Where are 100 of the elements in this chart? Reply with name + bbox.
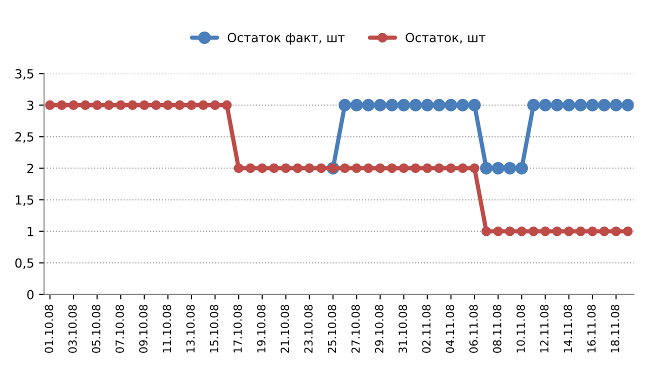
point [574,98,587,112]
point [257,163,268,174]
point [515,162,528,174]
point [504,162,516,174]
point [432,98,446,112]
point [316,163,326,174]
point [562,98,576,112]
point [210,100,220,110]
point [588,226,598,236]
point [68,100,78,110]
point [516,226,527,236]
x-tick-label: 21.10.08 [280,304,290,353]
point [434,163,444,174]
point [409,98,422,112]
x-tick-label: 17.10.08 [233,304,242,352]
point [45,100,55,110]
point [586,98,599,112]
point [116,100,126,110]
y-tick-label: 3,5 [15,69,34,80]
y-tick-label: 1 [28,226,34,236]
y-tick-label: 2,5 [15,132,34,143]
point [468,98,481,112]
point [128,100,138,110]
point [387,163,397,174]
point [456,98,469,112]
point [598,98,611,112]
point [576,226,586,236]
x-tick-label: 05.10.08 [92,304,100,353]
point [280,163,291,174]
x-tick-label: 14.11.08 [564,304,572,352]
point [398,163,409,174]
point [564,226,574,236]
point [421,98,434,112]
point [362,98,375,112]
x-tick-label: 03.10.08 [68,304,77,353]
point [505,226,515,236]
point [56,100,67,110]
point [246,163,256,174]
point [539,98,552,112]
x-tick-label: 10.11.08 [516,304,525,352]
x-tick-label: 12.11.08 [540,304,549,352]
y-tick-label: 1,5 [16,195,34,206]
point [340,163,350,174]
y-tick-label: 0 [27,290,34,300]
point [552,226,562,236]
x-tick-label: 13.10.08 [186,304,195,352]
y-tick-label: 0,5 [15,258,34,270]
point [410,163,420,174]
point [139,100,150,110]
x-tick-label: 11.10.08 [162,304,172,352]
point [375,163,386,174]
legend-label: Остаток, шт [406,32,486,44]
x-tick-label: 01.10.08 [44,304,54,353]
point [174,100,185,110]
point [163,100,173,110]
point [80,100,90,110]
point [481,226,492,236]
point [186,100,196,110]
x-tick-label: 08.11.08 [492,304,502,353]
point [611,226,621,236]
point [269,163,279,174]
point [422,163,432,174]
point [528,226,538,236]
point [151,100,161,110]
x-tick-label: 29.10.08 [375,304,384,353]
point [458,163,468,174]
point [364,163,374,174]
point [480,162,493,174]
point [352,163,362,174]
x-tick-label: 06.11.08 [469,304,478,353]
x-tick-label: 31.10.08 [398,304,407,353]
point [599,226,610,236]
point [470,163,480,174]
y-tick-label: 3 [27,100,34,110]
y-tick-label: 2 [27,164,34,173]
x-tick-label: 15.10.08 [210,304,218,352]
x-tick-label: 19.10.08 [257,304,266,352]
x-tick-label: 09.10.08 [139,304,148,353]
point [104,100,114,110]
point [386,98,398,112]
point [622,98,634,112]
point [234,163,244,174]
point [222,100,232,110]
point [527,98,540,112]
point [338,98,352,112]
point [622,226,633,236]
point [610,98,622,112]
x-tick-label: 18.11.08 [610,304,620,352]
x-tick-label: 04.11.08 [446,304,454,353]
x-tick-label: 02.11.08 [422,304,431,353]
point [304,163,314,174]
point [444,98,458,112]
point [198,100,208,110]
point [550,98,564,112]
x-tick-label: 27.10.08 [351,304,360,353]
point [92,100,102,110]
x-tick-label: 16.11.08 [587,304,596,352]
point [292,163,302,174]
x-tick-label: 23.10.08 [304,304,313,353]
x-tick-label: 25.10.08 [328,304,336,353]
